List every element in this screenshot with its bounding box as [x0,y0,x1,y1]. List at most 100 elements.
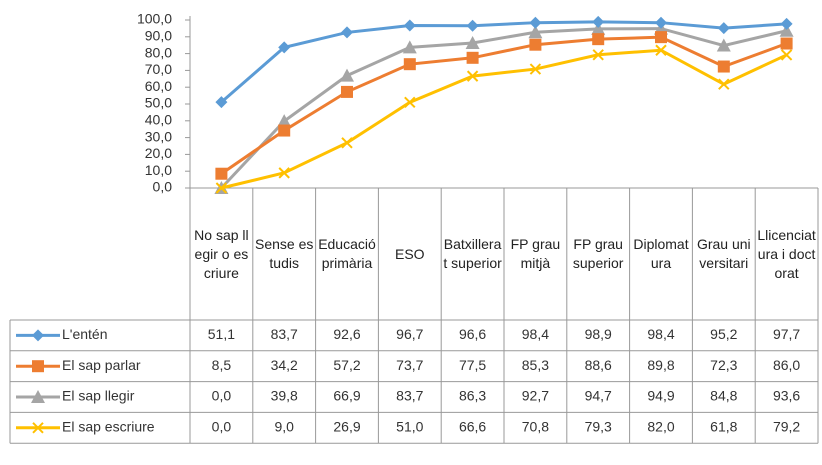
table-value: 72,3 [710,357,737,373]
legend-label: L'entén [62,326,108,342]
x-tick-label: Llicenciatura i doctorat [757,226,816,281]
y-tick-label: 100,0 [137,11,172,27]
marker [278,167,290,179]
marker [655,31,667,44]
marker [716,38,731,52]
x-tick-label: Educació primària [318,236,376,271]
table-value: 51,0 [396,419,423,435]
table-value: 34,2 [271,357,298,373]
table-value: 57,2 [333,357,360,373]
y-tick-label: 70,0 [145,61,172,77]
x-tick-label: FP grau mitjà [510,236,561,271]
marker [591,21,606,35]
x-tick-label: No sap llegir o escriure [194,226,249,281]
table-value: 66,9 [333,388,360,404]
marker [466,51,479,64]
y-tick-label: 30,0 [145,128,172,144]
table-value: 95,2 [710,326,737,342]
x-tick-label: Grau universitari [696,236,751,271]
marker [592,15,605,28]
table-value: 0,0 [212,388,232,404]
table-value: 97,7 [773,326,800,342]
marker [340,68,354,82]
series-line [221,48,788,190]
marker [341,85,353,98]
marker [277,114,292,128]
table-value: 70,8 [522,419,549,435]
table-value: 0,0 [212,419,232,435]
table-value: 93,6 [773,388,800,404]
marker [341,137,353,149]
legend-marker [31,390,45,403]
marker [403,58,416,71]
marker [718,78,730,90]
table-value: 82,0 [647,419,674,435]
table-value: 96,6 [459,326,486,342]
table-value: 98,9 [585,326,612,342]
table-value: 51,1 [208,326,235,342]
table-value: 79,2 [773,419,800,435]
legend-marker [32,360,44,373]
legend-label: El sap parlar [62,357,141,373]
table-value: 83,7 [396,388,423,404]
legend-marker [32,329,44,342]
x-tick-label: ESO [395,245,425,262]
y-tick-label: 10,0 [145,162,172,178]
legend-label: El sap llegir [62,388,135,404]
marker [466,19,479,32]
table-value: 9,0 [274,419,294,435]
marker [278,41,291,54]
series-line [220,20,787,104]
marker [528,25,543,39]
marker [529,38,542,51]
series-line [220,35,788,175]
table-value: 61,8 [710,419,737,435]
marker [780,17,793,30]
marker [278,124,291,137]
marker [402,40,417,54]
table-value: 8,5 [212,357,232,373]
y-tick-label: 80,0 [145,44,172,60]
table-value: 98,4 [522,326,549,342]
marker [592,33,605,46]
marker [717,22,730,35]
table-value: 39,8 [271,388,298,404]
table-value: 66,6 [459,419,486,435]
x-tick-label: FP grau superior [572,236,624,271]
marker [403,19,416,32]
marker [529,16,542,29]
marker [404,96,416,109]
table-value: 84,8 [710,388,737,404]
table-value: 77,5 [459,357,486,373]
marker [215,96,228,109]
y-tick-label: 50,0 [145,95,172,111]
table-value: 92,7 [522,388,549,404]
marker [655,16,667,29]
table-value: 79,3 [585,419,612,435]
table-value: 94,9 [647,388,674,404]
series-line [220,27,787,190]
table-value: 94,7 [585,388,612,404]
y-tick-label: 60,0 [145,78,172,94]
marker [465,36,480,50]
table-value: 83,7 [271,326,298,342]
marker [779,23,794,37]
table-value: 86,0 [773,357,800,373]
table-value: 98,4 [647,326,674,342]
y-tick-label: 0,0 [153,179,173,195]
table-value: 88,6 [585,357,612,373]
table-value: 85,3 [522,357,549,373]
legend-label: El sap escriure [62,419,155,435]
y-tick-label: 90,0 [145,28,172,44]
legend-marker [32,422,44,434]
marker [466,70,479,82]
marker [592,49,604,61]
marker [780,37,793,50]
x-tick-label: Diplomatura [633,236,689,271]
y-tick-label: 20,0 [145,145,172,161]
y-tick-label: 40,0 [145,112,172,128]
table-value: 26,9 [333,419,360,435]
table-value: 73,7 [396,357,423,373]
x-tick-label: Sense estudis [255,236,314,271]
